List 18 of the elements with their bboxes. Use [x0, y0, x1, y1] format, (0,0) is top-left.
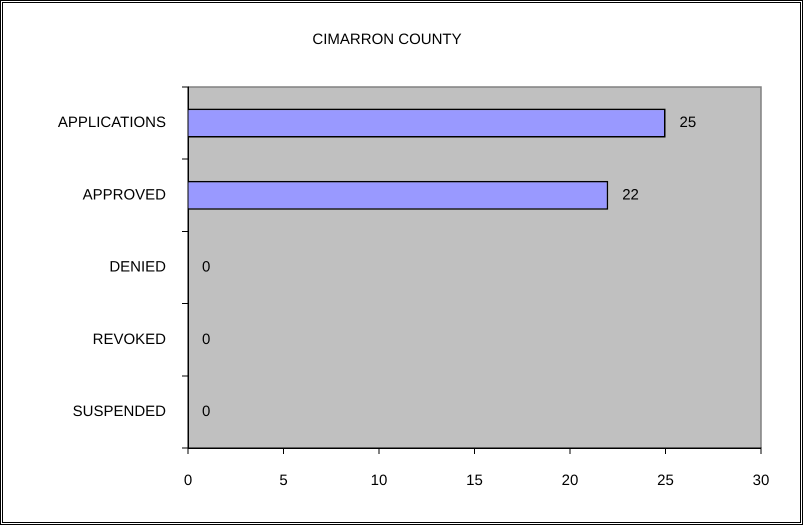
- x-tick-label: 10: [370, 472, 388, 490]
- x-tick-label: 30: [752, 472, 770, 490]
- x-tick-label: 0: [184, 472, 192, 490]
- data-label: 0: [202, 330, 210, 348]
- x-tick-label: 5: [279, 472, 288, 490]
- y-tick-label: APPROVED: [82, 186, 166, 204]
- x-tick-label: 25: [657, 472, 674, 490]
- y-tick-label: REVOKED: [92, 330, 166, 348]
- data-label: 0: [202, 258, 210, 276]
- y-tick-label: SUSPENDED: [72, 403, 166, 420]
- chart-title: CIMARRON COUNTY: [312, 31, 462, 48]
- data-label: 0: [202, 403, 210, 420]
- x-tick-label: 20: [562, 472, 578, 490]
- data-label: 25: [680, 114, 696, 132]
- x-tick-label: 15: [466, 472, 483, 490]
- y-tick-label: APPLICATIONS: [58, 114, 166, 132]
- y-tick-label: DENIED: [109, 258, 166, 276]
- data-label: 22: [622, 186, 639, 204]
